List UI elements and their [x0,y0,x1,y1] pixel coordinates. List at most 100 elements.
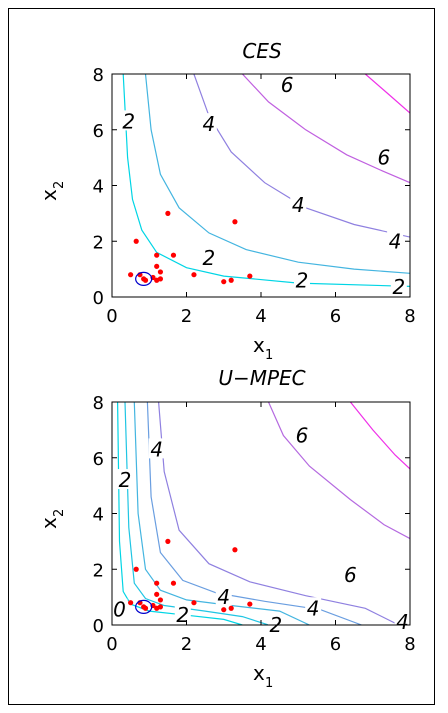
x-tick-label: 2 [181,634,192,655]
contour-lines [122,74,410,287]
contour-line-2 [144,74,410,274]
scatter-point [228,605,234,611]
contour-line-1 [117,402,243,625]
y-tick-label: 2 [93,560,104,581]
x-tick-label: 6 [330,634,341,655]
contour-label: 2 [202,246,215,270]
contour-label: 0 [113,598,126,622]
contour-label-bg [174,604,191,625]
contour-label-bg [394,611,411,632]
scatter-point [133,566,139,572]
scatter-point [157,597,164,603]
contour-lines [117,402,410,625]
highlight-circle [135,271,153,286]
chart-title: CES [242,39,282,63]
y-axis-label-subscript: 2 [52,509,67,517]
y-tick-label: 6 [93,121,104,142]
contour-label: 4 [202,112,215,136]
y-tick-label: 0 [93,288,104,309]
y-axis-label: x 2 [37,181,67,201]
contour-label-bg [117,469,134,490]
contour-label: 2 [119,468,132,492]
y-axis-label-subscript: 2 [52,181,67,189]
contour-label-bg [111,598,128,619]
contour-label-bg [290,194,307,215]
scatter-point [191,600,197,606]
highlight-circle [135,599,153,614]
scatter-point [228,277,234,283]
contour-label-bg [387,230,404,251]
y-tick-label: 8 [93,393,104,414]
contour-label-bg [120,110,137,131]
x-axis-label-subscript: 1 [265,348,273,363]
scatter-point [247,273,253,279]
x-tick-label: 2 [181,306,192,327]
contour-label-bg [293,269,310,290]
y-tick-label: 4 [93,505,104,526]
scatter-point [157,276,164,282]
x-axis-label: x 1 [253,333,273,363]
scatter-point [232,547,238,553]
plot-area-border [111,401,411,626]
ces-chart: CES 2 4 6 6 4 4 2 2 2 0 2 4 6 8 0 2 4 6 8 x 1 x 2 [37,39,416,363]
contour-label: 4 [217,585,230,609]
scatter-point [142,277,149,283]
contour-label: 2 [296,268,309,292]
y-tick-label: 2 [93,232,104,253]
contour-label-bg [200,246,217,267]
x-tick-label: 8 [404,306,415,327]
contour-line-3 [133,402,310,625]
contour-label: 2 [392,275,405,299]
contour-label: 6 [344,563,357,587]
contour-line-1 [122,74,410,287]
x-axis-label: x 1 [253,661,273,691]
scatter-point [154,591,160,597]
contour-label: 2 [122,109,135,133]
contour-line-4 [241,74,410,184]
contour-line-5 [364,74,410,114]
contour-label: 4 [150,437,163,461]
contour-label-bg [279,74,296,95]
x-axis-label-text: x [253,333,265,357]
scatter-point [165,210,171,216]
scatter-point [157,269,164,275]
scatter-point [154,580,160,586]
scatter-point [128,272,134,278]
x-tick-label: 4 [255,634,266,655]
y-tick-label: 4 [93,177,104,198]
contour-label: 6 [296,423,309,447]
x-tick-label: 6 [330,306,341,327]
contour-label: 4 [292,193,305,217]
contour-label-bg [342,563,359,584]
contour-line-2 [124,402,269,625]
y-tick-label: 0 [93,616,104,637]
x-tick-label: 0 [106,634,117,655]
contour-label: 6 [281,73,294,97]
contour-label-bg [148,438,165,459]
contour-label: 6 [378,146,391,170]
scatter-point [154,252,160,258]
scatter-point [165,538,171,544]
contour-label-bg [200,113,217,134]
scatter-point [247,601,253,607]
contour-label-bg [390,276,407,297]
contour-label: 2 [176,603,189,627]
x-tick-label: 4 [255,306,266,327]
scatter-point [133,238,139,244]
contour-line-7 [349,402,410,470]
contour-label-bg [305,597,322,618]
y-tick-label: 6 [93,449,104,470]
contour-labels: 2 4 6 6 4 4 2 2 2 [120,73,407,299]
contour-label-bg [267,614,284,634]
contour-label: 4 [389,229,402,253]
plot-area-border [111,73,411,298]
x-tick-label: 0 [106,306,117,327]
scatter-point [221,279,227,285]
x-axis-label-text: x [253,661,265,685]
contour-label: 4 [307,596,320,620]
contour-line-4 [146,402,362,625]
